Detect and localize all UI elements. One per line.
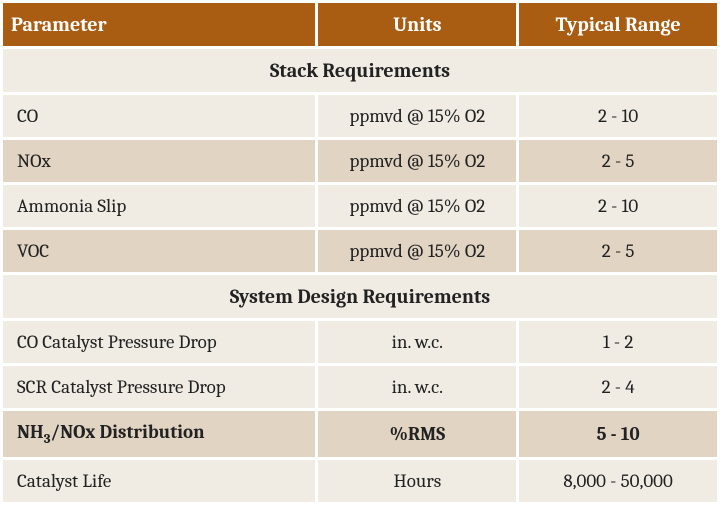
cell-scr-pd-range: 2 - 4 [518, 365, 719, 410]
cell-co-range: 2 - 10 [518, 94, 719, 139]
cell-nh3-dist-param: NH3/NOx Distribution [2, 410, 317, 459]
header-row: Parameter Units Typical Range [2, 2, 719, 48]
cell-co-pd-range: 1 - 2 [518, 320, 719, 365]
cell-nox-range: 2 - 5 [518, 139, 719, 184]
cell-scr-pd-param: SCR Catalyst Pressure Drop [2, 365, 317, 410]
row-co-catalyst-pd: CO Catalyst Pressure Drop in. w.c. 1 - 2 [2, 320, 719, 365]
row-scr-catalyst-pd: SCR Catalyst Pressure Drop in. w.c. 2 - … [2, 365, 719, 410]
cell-cat-life-units: Hours [317, 458, 518, 503]
cell-scr-pd-units: in. w.c. [317, 365, 518, 410]
section-system-label: System Design Requirements [2, 274, 719, 320]
requirements-table: Parameter Units Typical Range Stack Requ… [0, 0, 720, 505]
header-parameter: Parameter [2, 2, 317, 48]
row-catalyst-life: Catalyst Life Hours 8,000 - 50,000 [2, 458, 719, 503]
header-range: Typical Range [518, 2, 719, 48]
row-voc: VOC ppmvd @ 15% O2 2 - 5 [2, 229, 719, 274]
row-nh3-nox-distribution: NH3/NOx Distribution %RMS 5 - 10 [2, 410, 719, 459]
cell-co-pd-units: in. w.c. [317, 320, 518, 365]
row-ammonia-slip: Ammonia Slip ppmvd @ 15% O2 2 - 10 [2, 184, 719, 229]
cell-voc-param: VOC [2, 229, 317, 274]
cell-nh3-dist-range: 5 - 10 [518, 410, 719, 459]
row-nox: NOx ppmvd @ 15% O2 2 - 5 [2, 139, 719, 184]
cell-cat-life-param: Catalyst Life [2, 458, 317, 503]
cell-voc-range: 2 - 5 [518, 229, 719, 274]
requirements-table-container: Parameter Units Typical Range Stack Requ… [0, 0, 720, 505]
cell-nox-units: ppmvd @ 15% O2 [317, 139, 518, 184]
cell-co-pd-param: CO Catalyst Pressure Drop [2, 320, 317, 365]
row-co: CO ppmvd @ 15% O2 2 - 10 [2, 94, 719, 139]
cell-co-units: ppmvd @ 15% O2 [317, 94, 518, 139]
section-stack-requirements: Stack Requirements [2, 48, 719, 94]
section-system-design: System Design Requirements [2, 274, 719, 320]
section-stack-label: Stack Requirements [2, 48, 719, 94]
cell-voc-units: ppmvd @ 15% O2 [317, 229, 518, 274]
header-units: Units [317, 2, 518, 48]
cell-nh3-dist-units: %RMS [317, 410, 518, 459]
cell-ammonia-range: 2 - 10 [518, 184, 719, 229]
cell-ammonia-param: Ammonia Slip [2, 184, 317, 229]
cell-cat-life-range: 8,000 - 50,000 [518, 458, 719, 503]
cell-ammonia-units: ppmvd @ 15% O2 [317, 184, 518, 229]
cell-nox-param: NOx [2, 139, 317, 184]
cell-co-param: CO [2, 94, 317, 139]
